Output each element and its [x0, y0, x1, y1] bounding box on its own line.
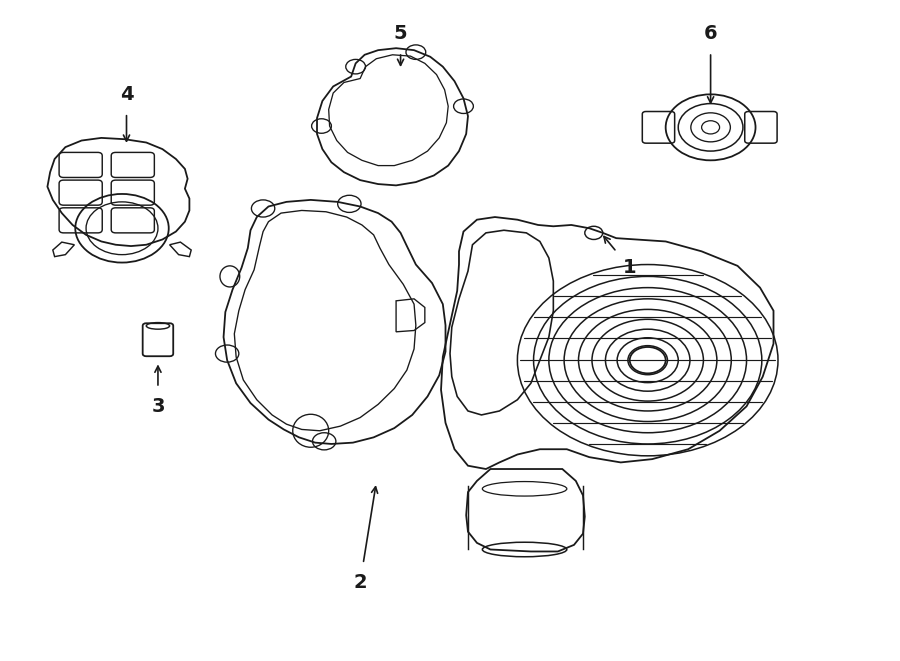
- Text: 2: 2: [354, 573, 367, 592]
- Text: 4: 4: [120, 85, 133, 104]
- Text: 3: 3: [151, 397, 165, 416]
- Text: 6: 6: [704, 24, 717, 43]
- Text: 1: 1: [623, 258, 636, 278]
- Text: 5: 5: [394, 24, 408, 43]
